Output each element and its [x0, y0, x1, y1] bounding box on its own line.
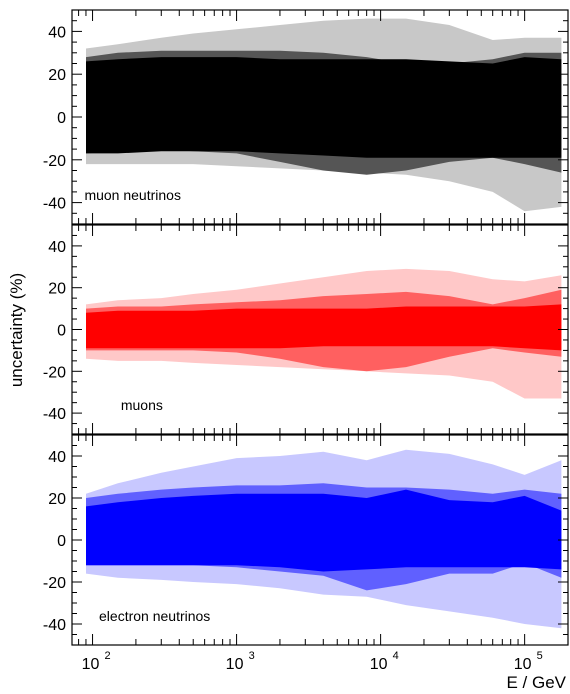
y-tick-label: 0: [57, 110, 66, 127]
bands: [86, 268, 562, 399]
y-axis-label: uncertainty (%): [7, 273, 26, 387]
y-tick-label: 20: [48, 281, 66, 298]
x-axis-label: E / GeV: [506, 673, 566, 692]
band-inner: [86, 57, 562, 158]
y-tick-label: 20: [48, 67, 66, 84]
y-tick-label: -40: [43, 617, 66, 634]
band-inner: [86, 489, 562, 572]
y-tick-label: -40: [43, 406, 66, 423]
y-tick-label: -20: [43, 153, 66, 170]
panel-1: -40 -20 0 20 40 muons: [43, 224, 569, 435]
y-tick-label: -40: [43, 196, 66, 213]
x-tick-label: 10: [226, 656, 244, 673]
panel-label: muon neutrinos: [84, 187, 181, 203]
panel-0: -40 -20 0 20 40 muon neutrinos: [43, 9, 569, 225]
bands: [86, 449, 562, 629]
y-tick-label: 40: [48, 24, 66, 41]
x-tick-label: 10: [82, 656, 100, 673]
y-tick-label: 0: [57, 323, 66, 340]
y-tick-label: 20: [48, 491, 66, 508]
y-tick-label: 0: [57, 533, 66, 550]
y-tick-label: 40: [48, 239, 66, 256]
x-tick-label: 10: [370, 656, 388, 673]
bands: [86, 18, 562, 212]
x-tick-exponent: 2: [105, 650, 111, 662]
x-tick-exponent: 3: [249, 650, 255, 662]
x-tick-label: 10: [514, 656, 532, 673]
x-tick-exponent: 4: [393, 650, 399, 662]
panel-2: -40 -20 0 20 40 electron neutrinos: [43, 434, 569, 646]
band-inner: [86, 304, 562, 351]
x-tick-exponent: 5: [537, 650, 543, 662]
y-tick-label: -20: [43, 575, 66, 592]
y-tick-label: 40: [48, 449, 66, 466]
panel-label: electron neutrinos: [99, 608, 210, 624]
panel-label: muons: [121, 397, 163, 413]
y-tick-label: -20: [43, 364, 66, 381]
